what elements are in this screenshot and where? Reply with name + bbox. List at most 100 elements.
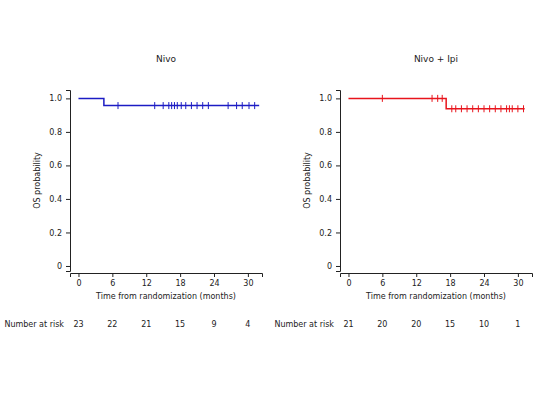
tick-mark <box>180 273 181 277</box>
censor-mark <box>432 95 433 102</box>
tick-mark <box>450 273 451 277</box>
y-tick: 0 <box>57 262 70 271</box>
tick-label: 0.2 <box>319 229 332 238</box>
axis-line <box>341 274 533 278</box>
tick-mark <box>66 98 70 99</box>
tick-label: 18 <box>176 279 186 288</box>
axis-line <box>66 91 71 272</box>
censor-mark <box>154 102 155 109</box>
tick-mark <box>336 266 340 267</box>
tick-mark <box>78 273 79 277</box>
censor-mark <box>171 102 172 109</box>
risk-count: 20 <box>411 320 421 329</box>
tick-mark <box>66 132 70 133</box>
tick-label: 0.8 <box>49 128 62 137</box>
x-axis: 0612182430 <box>341 273 533 288</box>
x-tick: 18 <box>176 273 186 288</box>
censor-mark <box>437 95 438 102</box>
tick-mark <box>336 165 340 166</box>
y-tick: 1.0 <box>49 94 70 103</box>
censor-mark <box>177 102 178 109</box>
x-tick: 30 <box>513 273 523 288</box>
x-axis-title: Time from randomization (months) <box>365 292 506 301</box>
tick-label: 6 <box>110 279 115 288</box>
censor-mark <box>228 102 229 109</box>
censor-mark <box>506 105 507 112</box>
censor-mark <box>118 102 119 109</box>
y-tick: 1.0 <box>319 94 340 103</box>
censor-mark <box>455 105 456 112</box>
censor-mark <box>489 105 490 112</box>
risk-count: 23 <box>73 320 83 329</box>
x-tick: 24 <box>479 273 489 288</box>
risk-label: Number at risk <box>4 320 64 329</box>
y-tick: 0.4 <box>49 195 70 204</box>
censor-mark <box>382 95 383 102</box>
censor-mark <box>472 105 473 112</box>
tick-mark <box>146 273 147 277</box>
y-tick: 0.4 <box>319 195 340 204</box>
x-tick: 18 <box>446 273 456 288</box>
censor-mark <box>495 105 496 112</box>
tick-mark <box>336 199 340 200</box>
risk-count: 22 <box>107 320 117 329</box>
tick-mark <box>336 98 340 99</box>
plot-area <box>78 98 259 109</box>
tick-label: 0 <box>57 262 62 271</box>
y-tick: 0.2 <box>49 229 70 238</box>
tick-mark <box>416 273 417 277</box>
censor-mark <box>208 102 209 109</box>
censor-mark <box>451 105 452 112</box>
y-axis-title: OS probability <box>303 152 312 209</box>
tick-mark <box>336 232 340 233</box>
censor-mark <box>242 102 243 109</box>
y-tick: 0.6 <box>49 161 70 170</box>
censor-mark <box>509 105 510 112</box>
chart-title: Nivo + Ipi <box>414 54 458 64</box>
tick-label: 1.0 <box>319 94 332 103</box>
tick-mark <box>248 273 249 277</box>
survival-curve <box>348 98 524 108</box>
tick-label: 30 <box>243 279 253 288</box>
background <box>0 0 550 412</box>
axis-line <box>336 91 341 272</box>
censor-mark <box>478 105 479 112</box>
plot-area <box>348 95 524 112</box>
x-tick: 6 <box>110 273 115 288</box>
tick-label: 0 <box>327 262 332 271</box>
censor-mark <box>461 105 462 112</box>
tick-label: 0 <box>346 279 351 288</box>
censor-mark <box>442 95 443 102</box>
tick-label: 0.2 <box>49 229 62 238</box>
panel: 00.20.40.60.81.00612182430Nivo + IpiTime… <box>274 54 532 329</box>
tick-label: 30 <box>513 279 523 288</box>
tick-label: 1.0 <box>49 94 62 103</box>
chart-title: Nivo <box>156 54 177 64</box>
axis-line <box>71 274 263 278</box>
tick-label: 18 <box>446 279 456 288</box>
y-axis-title: OS probability <box>33 152 42 209</box>
y-tick: 0.2 <box>319 229 340 238</box>
tick-mark <box>66 266 70 267</box>
x-tick: 12 <box>412 273 422 288</box>
risk-count: 4 <box>245 320 250 329</box>
risk-count: 21 <box>343 320 353 329</box>
risk-count: 15 <box>445 320 455 329</box>
y-tick: 0.8 <box>49 128 70 137</box>
censor-mark <box>181 102 182 109</box>
tick-label: 24 <box>479 279 489 288</box>
tick-label: 0.4 <box>319 195 332 204</box>
tick-mark <box>66 199 70 200</box>
censor-mark <box>174 102 175 109</box>
risk-count: 1 <box>515 320 520 329</box>
tick-mark <box>214 273 215 277</box>
risk-count: 9 <box>211 320 216 329</box>
censor-mark <box>202 102 203 109</box>
censor-mark <box>517 105 518 112</box>
tick-mark <box>518 273 519 277</box>
tick-mark <box>484 273 485 277</box>
risk-count: 10 <box>479 320 489 329</box>
y-tick: 0 <box>327 262 340 271</box>
tick-label: 24 <box>209 279 219 288</box>
tick-label: 0 <box>76 279 81 288</box>
